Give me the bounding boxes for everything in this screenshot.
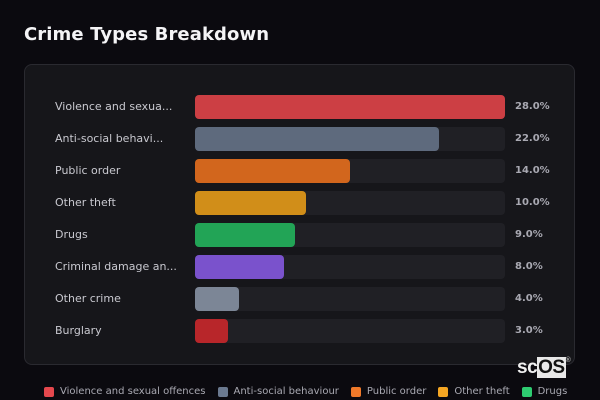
bar-value: 8.0%: [515, 261, 543, 272]
legend-item[interactable]: Drugs: [521, 386, 568, 397]
bar-value: 4.0%: [515, 293, 543, 304]
bar-label: Other crime: [55, 292, 121, 305]
bar-track: [195, 255, 505, 279]
bar-label: Drugs: [55, 228, 88, 241]
bar-value: 14.0%: [515, 165, 550, 176]
bar-label: Anti-social behavi...: [55, 132, 164, 145]
watermark-sc: sc: [517, 357, 538, 378]
bar-row: Other theft 10.0%: [25, 191, 574, 215]
watermark-os: OS: [537, 357, 566, 378]
legend-label: Public order: [366, 386, 427, 397]
chart-card: Violence and sexua... 28.0% Anti-social be…: [24, 64, 575, 365]
bar-track: [195, 223, 505, 247]
bar-value: 28.0%: [515, 101, 550, 112]
bar-value: 3.0%: [515, 325, 543, 336]
bar-fill[interactable]: [195, 95, 505, 119]
legend-item[interactable]: Anti-social behaviour: [217, 386, 339, 397]
bar-fill[interactable]: [195, 287, 240, 311]
legend-item[interactable]: Other theft: [438, 386, 510, 397]
bar-label: Violence and sexua...: [55, 100, 173, 113]
bar-row: Other crime 4.0%: [25, 287, 574, 311]
legend-label: Other theft: [454, 386, 510, 397]
bar-track: [195, 191, 505, 215]
bar-track: [195, 319, 505, 343]
bar-fill[interactable]: [195, 255, 284, 279]
bar-value: 9.0%: [515, 229, 543, 240]
legend-swatch: [350, 386, 361, 397]
bar-row: Criminal damage an... 8.0%: [25, 255, 574, 279]
watermark-logo: scOS®: [517, 357, 571, 379]
bar-row: Violence and sexua... 28.0%: [25, 95, 574, 119]
legend-swatch: [217, 386, 228, 397]
bar-row: Burglary 3.0%: [25, 319, 574, 343]
legend-label: Anti-social behaviour: [233, 386, 339, 397]
bar-track: [195, 159, 505, 183]
legend-swatch: [438, 386, 449, 397]
bar-track: [195, 127, 505, 151]
bar-fill[interactable]: [195, 127, 439, 151]
bar-label: Burglary: [55, 324, 102, 337]
bar-track: [195, 95, 505, 119]
legend-swatch: [521, 386, 532, 397]
bar-value: 10.0%: [515, 197, 550, 208]
bar-row: Drugs 9.0%: [25, 223, 574, 247]
bar-fill[interactable]: [195, 223, 295, 247]
registered-mark: ®: [565, 357, 571, 364]
bar-fill[interactable]: [195, 319, 229, 343]
bar-value: 22.0%: [515, 133, 550, 144]
chart-legend: Violence and sexual offences Anti-social …: [44, 386, 567, 397]
legend-item[interactable]: Violence and sexual offences: [44, 386, 206, 397]
legend-swatch: [44, 386, 54, 397]
page-title: Crime Types Breakdown: [24, 24, 270, 45]
bar-row: Anti-social behavi... 22.0%: [25, 127, 574, 151]
bar-fill[interactable]: [195, 159, 350, 183]
legend-label: Drugs: [537, 386, 568, 397]
bar-fill[interactable]: [195, 191, 306, 215]
bar-label: Criminal damage an...: [55, 260, 177, 273]
legend-item[interactable]: Public order: [350, 386, 427, 397]
bar-row: Public order 14.0%: [25, 159, 574, 183]
legend-label: Violence and sexual offences: [60, 386, 206, 397]
bar-track: [195, 287, 505, 311]
bar-label: Other theft: [55, 196, 116, 209]
bar-label: Public order: [55, 164, 121, 177]
